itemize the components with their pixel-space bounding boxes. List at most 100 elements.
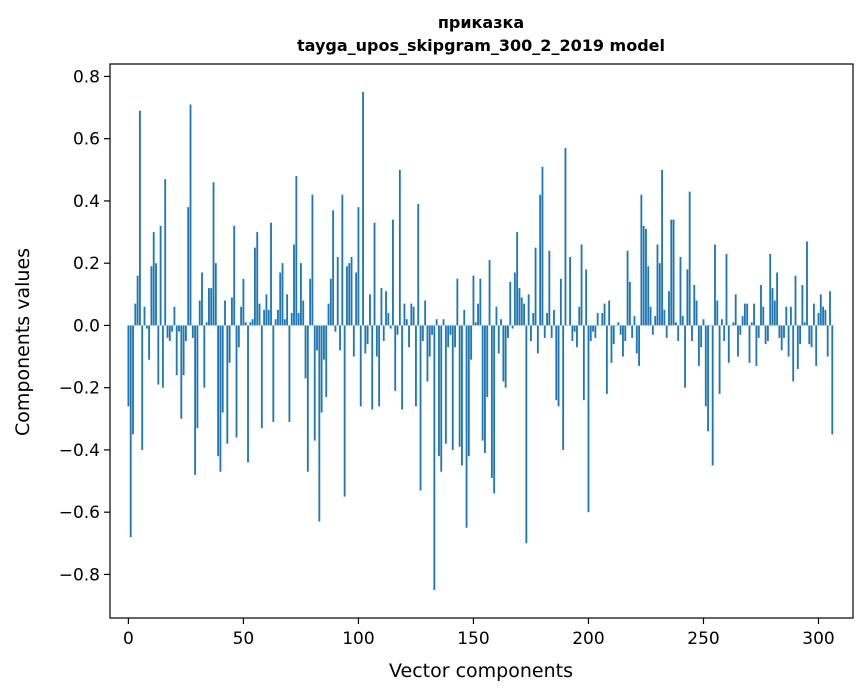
- bar-77: [304, 325, 307, 379]
- bar-150: [472, 275, 475, 326]
- bar-134: [435, 319, 438, 326]
- y-tick-label-0.0: 0.0: [73, 316, 100, 336]
- bar-49: [240, 306, 243, 326]
- y-tick-label--0.8: −0.8: [59, 565, 100, 585]
- bar-214: [619, 325, 622, 335]
- bar-59: [263, 309, 266, 326]
- bar-12: [155, 263, 157, 326]
- bar-259: [723, 325, 726, 341]
- bar-46: [233, 225, 236, 326]
- bar-43: [226, 325, 229, 444]
- bar-109: [378, 325, 381, 407]
- bar-264: [734, 294, 737, 326]
- bar-84: [320, 325, 323, 413]
- bar-35: [207, 288, 210, 326]
- bar-302: [822, 306, 825, 326]
- bar-135: [438, 325, 440, 457]
- bar-18: [168, 325, 171, 341]
- bar-169: [516, 232, 519, 326]
- bar-120: [403, 303, 406, 326]
- bar-211: [612, 325, 615, 345]
- bar-51: [244, 322, 247, 326]
- bar-83: [318, 325, 321, 522]
- bar-105: [369, 294, 371, 326]
- bar-222: [638, 325, 640, 366]
- bar-193: [571, 325, 574, 341]
- bar-183: [548, 250, 551, 326]
- bar-217: [626, 250, 629, 326]
- bar-58: [260, 325, 263, 429]
- bar-82: [316, 325, 318, 351]
- bars-group: [127, 92, 834, 590]
- bar-75: [300, 263, 302, 326]
- bar-104: [366, 325, 369, 345]
- bar-260: [725, 253, 728, 326]
- bar-198: [582, 325, 585, 401]
- bar-232: [661, 169, 663, 326]
- bar-87: [327, 303, 330, 326]
- bar-192: [569, 256, 571, 326]
- bar-229: [654, 316, 657, 326]
- bar-239: [677, 325, 680, 341]
- bar-206: [601, 312, 604, 326]
- bar-257: [718, 325, 721, 394]
- x-tick-label-150: 150: [457, 629, 489, 649]
- bar-272: [753, 303, 756, 326]
- bar-128: [421, 325, 424, 341]
- bar-201: [589, 325, 592, 341]
- bar-140: [449, 325, 452, 335]
- bar-24: [182, 325, 185, 376]
- bar-126: [417, 204, 420, 326]
- bar-243: [686, 269, 689, 326]
- bar-233: [663, 309, 666, 326]
- bar-30: [196, 325, 199, 429]
- bar-162: [500, 319, 502, 326]
- bar-304: [826, 325, 829, 357]
- bar-94: [343, 325, 346, 497]
- bar-127: [419, 325, 422, 491]
- bar-95: [346, 266, 348, 326]
- bar-26: [187, 207, 190, 326]
- bar-160: [495, 306, 498, 326]
- bar-159: [493, 325, 496, 494]
- bar-124: [412, 306, 415, 326]
- bar-92: [339, 325, 341, 351]
- y-tick-label-0.8: 0.8: [73, 67, 100, 87]
- bar-223: [640, 194, 643, 326]
- bar-279: [769, 253, 772, 326]
- bar-25: [184, 325, 187, 341]
- bar-187: [557, 325, 560, 407]
- bar-194: [573, 325, 576, 332]
- bar-204: [596, 312, 599, 326]
- bar-129: [424, 300, 427, 326]
- bar-171: [520, 297, 523, 326]
- bar-155: [484, 325, 486, 454]
- bar-65: [277, 309, 279, 326]
- bar-288: [789, 306, 792, 326]
- y-tick-label-0.2: 0.2: [73, 254, 100, 274]
- bar-69: [286, 294, 289, 326]
- bar-207: [603, 303, 606, 326]
- y-axis-ticks: −0.8 −0.6 −0.4 −0.2 0.0 0.2 0.4 0.6 0.8: [59, 67, 110, 585]
- chart-title-line2: tayga_upos_skipgram_300_2_2019 model: [297, 36, 665, 55]
- bar-177: [534, 247, 537, 326]
- bar-182: [546, 312, 548, 326]
- bar-245: [691, 325, 693, 341]
- bar-111: [382, 325, 385, 341]
- bar-89: [332, 210, 335, 326]
- bar-220: [633, 316, 636, 326]
- bar-216: [624, 325, 627, 341]
- bar-130: [426, 325, 429, 382]
- bar-268: [743, 303, 746, 326]
- bar-292: [799, 325, 802, 345]
- bar-261: [727, 325, 730, 363]
- bar-107: [373, 222, 376, 326]
- bar-147: [465, 325, 468, 528]
- bar-152: [477, 303, 479, 326]
- bar-297: [810, 325, 813, 348]
- bar-97: [350, 256, 353, 326]
- bar-303: [824, 309, 827, 326]
- bar-55: [253, 247, 256, 326]
- bar-277: [764, 325, 767, 345]
